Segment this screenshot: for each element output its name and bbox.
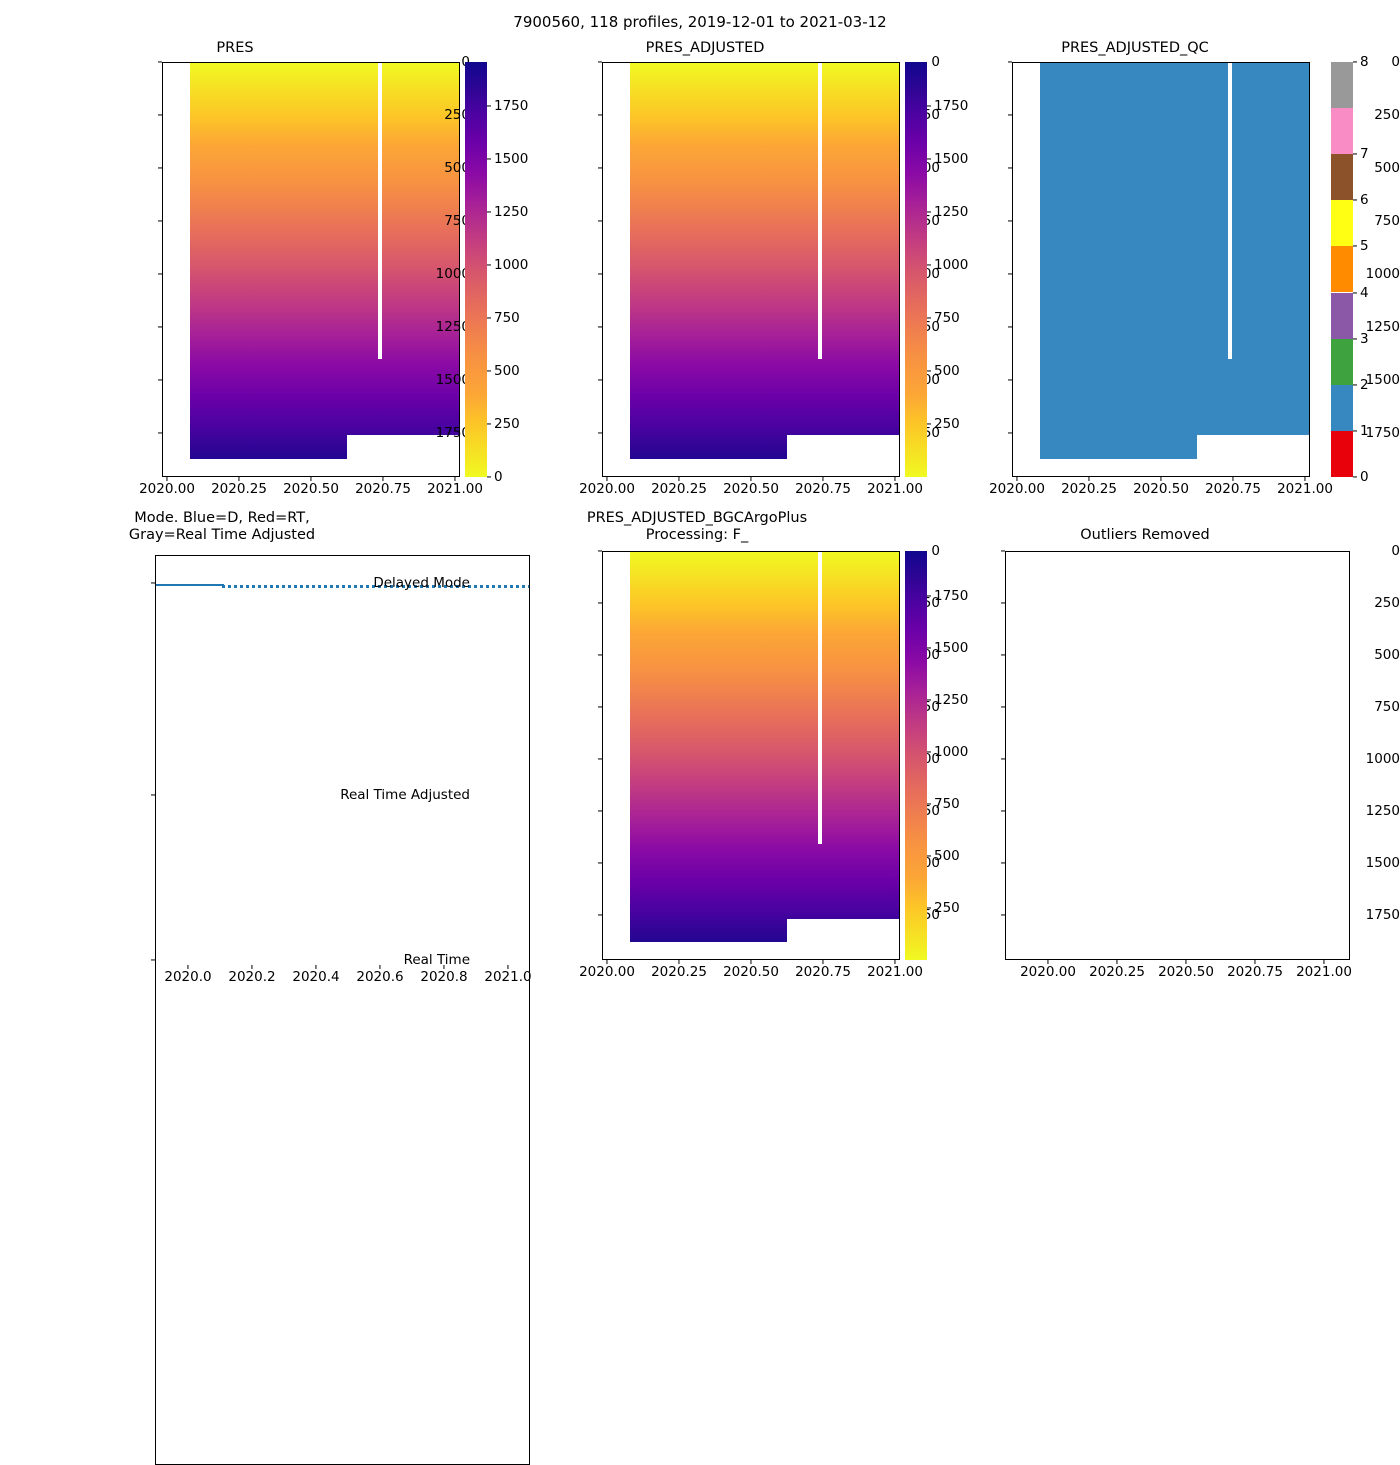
- qc-heatmap: [1013, 63, 1309, 476]
- pres-adjusted-heatmap: [603, 63, 899, 476]
- panel-outliers: Outliers Removed 0 250 500 750 1000 1250…: [940, 510, 1400, 1000]
- panel-outliers-axes: [1005, 551, 1350, 960]
- panel-pres-adjusted-qc-axes: [1012, 62, 1310, 477]
- mask-left-gap: [603, 552, 630, 959]
- qc-swatch-2: [1331, 338, 1353, 385]
- qc-swatch-5: [1331, 200, 1353, 247]
- mask-profile-gap: [818, 552, 822, 844]
- qc-swatch-3: [1331, 292, 1353, 339]
- qc-swatch-7: [1331, 108, 1353, 155]
- bgc-colorbar: 250 500 750 1000 1250 1500 1750: [905, 551, 968, 960]
- panel-mode: Mode. Blue=D, Red=RT, Gray=Real Time Adj…: [0, 510, 532, 1465]
- pres-heatmap: [163, 63, 459, 476]
- mode-line-solid: [156, 584, 224, 587]
- qc-swatch-6: [1331, 154, 1353, 201]
- bgc-heatmap: [603, 552, 899, 959]
- panel-outliers-title: Outliers Removed: [1080, 527, 1210, 543]
- panel-pres-adjusted-qc: PRES_ADJUSTED_QC 0 250 500 750 1000: [940, 40, 1400, 497]
- panel-mode-title-line2: Gray=Real Time Adjusted: [128, 527, 316, 543]
- panel-pres-axes: [162, 62, 460, 477]
- panel-pres-adjusted: PRES_ADJUSTED 0 250 500 750 1000: [470, 40, 968, 497]
- mask-left-gap: [1013, 63, 1040, 476]
- panel-bgc-title-line1: PRES_ADJUSTED_BGCArgoPlus: [586, 510, 808, 526]
- qc-colorbar: 0 1 2 3 4 5 6 7 8: [1331, 54, 1369, 485]
- panel-pres: PRES 0 250 500 750: [0, 40, 528, 497]
- figure-canvas: 7900560, 118 profiles, 2019-12-01 to 202…: [0, 13, 1400, 1465]
- mask-profile-gap: [1228, 63, 1232, 359]
- panel-pres-adjusted-title: PRES_ADJUSTED: [645, 40, 765, 56]
- mask-bottom-step-a: [190, 459, 347, 476]
- mask-profile-gap: [818, 63, 822, 359]
- panel-bgc-axes: [602, 551, 900, 960]
- panel-pres-adjusted-qc-title: PRES_ADJUSTED_QC: [1061, 40, 1209, 56]
- pres-colorbar: 0 250 500 750 1000 1250 1500 1750: [465, 62, 528, 485]
- qc-swatch-8: [1331, 62, 1353, 109]
- panel-bgc: PRES_ADJUSTED_BGCArgoPlus Processing: F_…: [470, 510, 968, 1000]
- pres-adjusted-colorbar: 250 500 750 1000 1250 1500 1750: [905, 62, 968, 477]
- panel-mode-title-line1: Mode. Blue=D, Red=RT,: [134, 510, 310, 526]
- mask-profile-gap: [378, 63, 382, 359]
- mode-line-dotted: [222, 584, 529, 588]
- qc-swatch-1: [1331, 384, 1353, 431]
- figure-suptitle: 7900560, 118 profiles, 2019-12-01 to 202…: [513, 13, 887, 31]
- panel-bgc-title-line2: Processing: F_: [645, 527, 749, 543]
- qc-swatch-4: [1331, 246, 1353, 293]
- panel-pres-adjusted-axes: [602, 62, 900, 477]
- panel-pres-title: PRES: [216, 40, 254, 56]
- mask-left-gap: [603, 63, 630, 476]
- qc-swatch-0: [1331, 430, 1353, 477]
